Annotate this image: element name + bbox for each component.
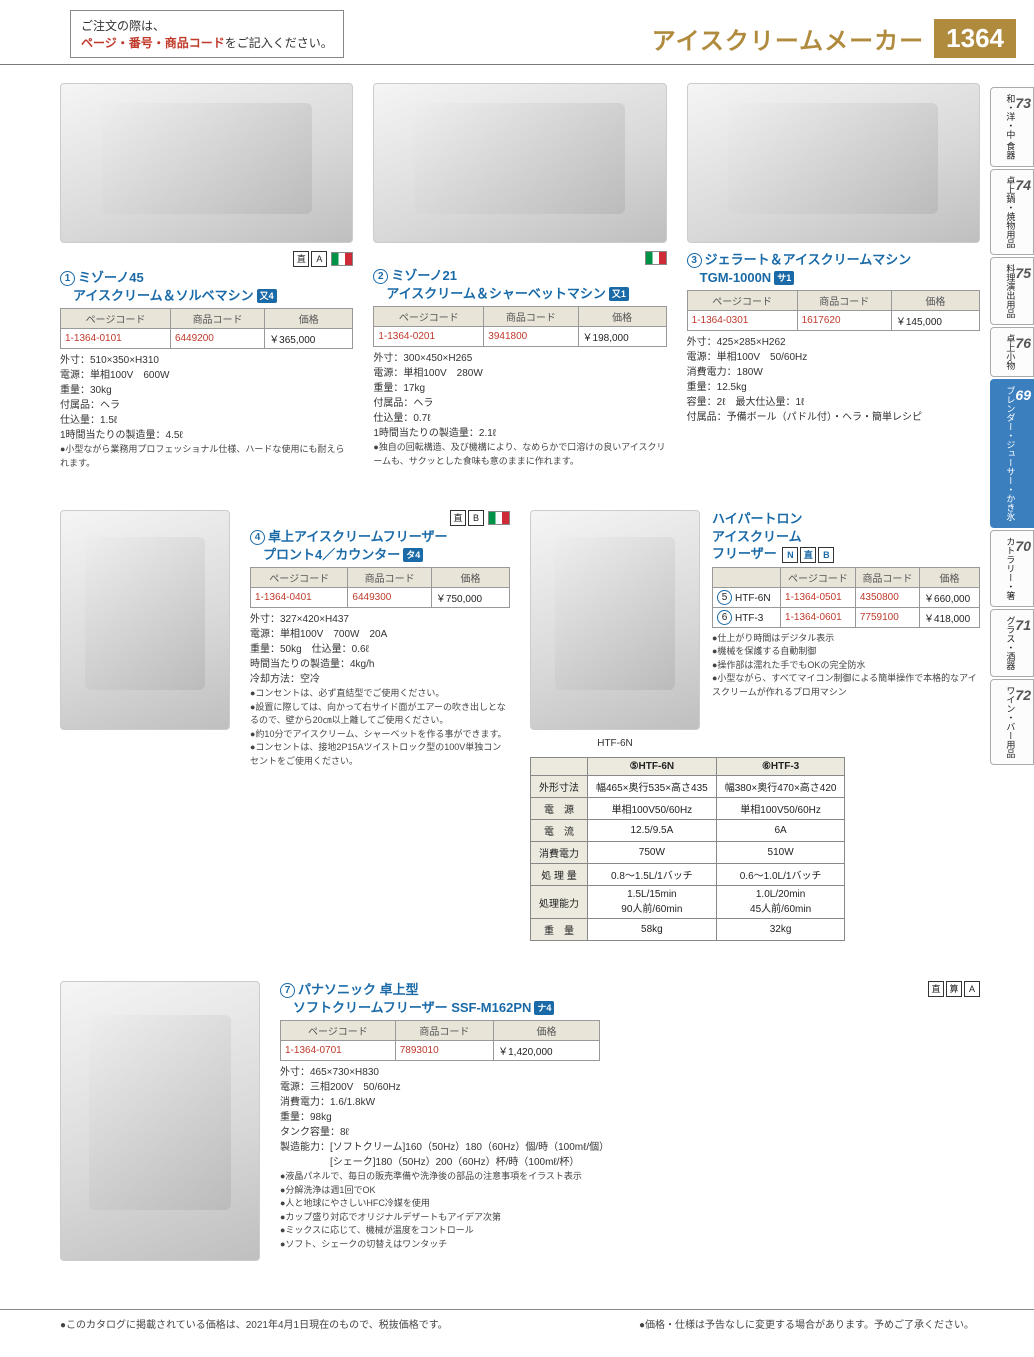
main-content: 直A 1ミゾーノ45 アイスクリーム＆ソルベマシン又4 ページコード商品コード価… bbox=[0, 83, 990, 1309]
order-note-l2: をご記入ください。 bbox=[225, 36, 333, 50]
side-tab-active[interactable]: 69ブレンダー・ジューサー・かき氷 bbox=[990, 379, 1034, 528]
icon-direct: 直 bbox=[450, 510, 466, 526]
product-notes: ●仕上がり時間はデジタル表示 ●機械を保護する自動制御 ●操作部は濡れた手でもO… bbox=[712, 632, 980, 700]
product-image bbox=[530, 510, 700, 730]
code-table: ページコード商品コード価格 1-1364-01016449200￥365,000 bbox=[60, 308, 353, 349]
code-table: ページコード商品コード価格 1-1364-04016449300￥750,000 bbox=[250, 567, 510, 608]
spec-comparison-table: ⑤HTF-6N⑥HTF-3 外形寸法幅465×奥行535×高さ435幅380×奥… bbox=[530, 757, 845, 941]
category-title: アイスクリームメーカー bbox=[652, 21, 924, 56]
product-specs: 外寸：327×420×H437電源：単相100V 700W 20A重量：50kg… bbox=[250, 612, 510, 768]
image-caption: HTF-6N bbox=[530, 738, 700, 749]
product-image bbox=[60, 981, 260, 1261]
product-4: 直B 4卓上アイスクリームフリーザー プロント4／カウンタータ4 ページコード商… bbox=[250, 510, 510, 768]
icon-calc: 算 bbox=[946, 981, 962, 997]
page-header: ご注文の際は、 ページ・番号・商品コードをご記入ください。 アイスクリームメーカ… bbox=[0, 10, 1034, 65]
flag-italy-icon bbox=[488, 511, 510, 525]
product-specs: 外寸：300×450×H265電源：単相100V 280W重量：17kg 付属品… bbox=[373, 351, 666, 468]
product-title: ハイパートロン アイスクリーム フリーザー N直B bbox=[712, 510, 980, 563]
product-image bbox=[373, 83, 666, 243]
code-table: ページコード商品コード価格 1-1364-02013941800￥198,000 bbox=[373, 306, 666, 347]
flag-italy-icon bbox=[645, 251, 667, 265]
hypertron-block: HTF-6N ハイパートロン アイスクリーム フリーザー N直B ページコード商… bbox=[530, 510, 980, 941]
icon-a: A bbox=[964, 981, 980, 997]
product-1: 直A 1ミゾーノ45 アイスクリーム＆ソルベマシン又4 ページコード商品コード価… bbox=[60, 83, 353, 470]
icon-a: A bbox=[311, 251, 327, 267]
product-3: 3ジェラート＆アイスクリームマシン TGM-1000Nサ1 ページコード商品コー… bbox=[687, 83, 980, 470]
order-note-l1: ご注文の際は、 bbox=[81, 19, 165, 33]
code-table: ページコード商品コード価格 1-1364-07017893010￥1,420,0… bbox=[280, 1020, 600, 1061]
side-tab[interactable]: 71グラス・酒器 bbox=[990, 609, 1034, 677]
footer-left: ●このカタログに掲載されている価格は、2021年4月1日現在のもので、税抜価格で… bbox=[60, 1316, 448, 1331]
icon-direct: 直 bbox=[293, 251, 309, 267]
icon-n: N bbox=[782, 547, 798, 563]
product-image bbox=[60, 83, 353, 243]
product-title: 1ミゾーノ45 アイスクリーム＆ソルベマシン又4 bbox=[60, 269, 353, 304]
product-specs: 外寸：465×730×H830電源：三相200V 50/60Hz消費電力：1.6… bbox=[280, 1065, 980, 1251]
page-footer: ●このカタログに掲載されている価格は、2021年4月1日現在のもので、税抜価格で… bbox=[0, 1309, 1034, 1337]
code-table: ページコード商品コード価格 1-1364-03011617620￥145,000 bbox=[687, 290, 980, 331]
icon-direct: 直 bbox=[928, 981, 944, 997]
flag-italy-icon bbox=[331, 252, 353, 266]
side-tabs: 73和・洋・中 食器 74卓上鍋・焼物用品 75料理演出用品 76卓上小物 69… bbox=[990, 83, 1034, 1309]
product-specs: 外寸：510×350×H310電源：単相100V 600W重量：30kg 付属品… bbox=[60, 353, 353, 470]
product-number: 1 bbox=[60, 271, 75, 286]
code-table: ページコード商品コード価格 5HTF-6N1-1364-05014350800￥… bbox=[712, 567, 980, 628]
product-2: 2ミゾーノ21 アイスクリーム＆シャーベットマシン又1 ページコード商品コード価… bbox=[373, 83, 666, 470]
order-note: ご注文の際は、 ページ・番号・商品コードをご記入ください。 bbox=[70, 10, 344, 58]
product-specs: 外寸：425×285×H262電源：単相100V 50/60Hz消費電力：180… bbox=[687, 335, 980, 425]
product-title: 2ミゾーノ21 アイスクリーム＆シャーベットマシン又1 bbox=[373, 267, 666, 302]
side-tab[interactable]: 76卓上小物 bbox=[990, 327, 1034, 377]
footer-right: ●価格・仕様は予告なしに変更する場合があります。予めご了承ください。 bbox=[639, 1316, 974, 1331]
side-tab[interactable]: 74卓上鍋・焼物用品 bbox=[990, 169, 1034, 255]
side-tab[interactable]: 72ワイン・バー用品 bbox=[990, 679, 1034, 765]
icon-b: B bbox=[818, 547, 834, 563]
product-title: 7パナソニック 卓上型 ソフトクリームフリーザー SSF-M162PNナ4 bbox=[280, 981, 980, 1016]
product-image bbox=[687, 83, 980, 243]
product-7: 直算A 7パナソニック 卓上型 ソフトクリームフリーザー SSF-M162PNナ… bbox=[280, 981, 980, 1251]
icon-b: B bbox=[468, 510, 484, 526]
icon-direct: 直 bbox=[800, 547, 816, 563]
page-number: 1364 bbox=[934, 19, 1016, 58]
product-title: 4卓上アイスクリームフリーザー プロント4／カウンタータ4 bbox=[250, 528, 510, 563]
product-7-image-col bbox=[60, 981, 260, 1269]
product-image bbox=[60, 510, 230, 730]
order-note-hl: ページ・番号・商品コード bbox=[81, 36, 225, 50]
side-tab[interactable]: 70カトラリー・箸 bbox=[990, 530, 1034, 607]
product-title: 3ジェラート＆アイスクリームマシン TGM-1000Nサ1 bbox=[687, 251, 980, 286]
side-tab[interactable]: 73和・洋・中 食器 bbox=[990, 87, 1034, 167]
side-tab[interactable]: 75料理演出用品 bbox=[990, 257, 1034, 325]
product-4-image-col bbox=[60, 510, 230, 738]
